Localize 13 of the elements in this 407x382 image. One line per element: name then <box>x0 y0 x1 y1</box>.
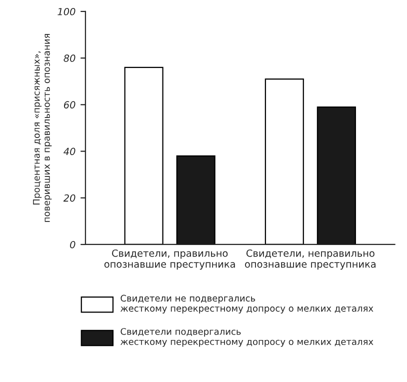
y-tick-label: 60 <box>64 101 76 108</box>
y-tick-label: 40 <box>64 148 76 156</box>
legend-label: Свидетели не подвергались жесткому перекрестному допросу о мелких деталях <box>120 294 374 314</box>
y-tick-label: 20 <box>63 194 76 202</box>
y-tick-label: 0 <box>70 240 76 248</box>
legend-label: Свидетели подвергались жесткому перекрестному допросу о мелких деталях <box>120 328 374 347</box>
x-tick-label: Свидетели, правильно опознавшие преступника <box>104 250 235 270</box>
bar <box>264 78 304 244</box>
x-tick-label: Свидетели, неправильно опознавшие преступника <box>245 250 376 270</box>
y-tick-label: 100 <box>58 8 76 16</box>
y-tick-label: 80 <box>64 54 76 62</box>
bar <box>124 66 164 244</box>
y-axis-title: Процентная доля «присяжных», поверивших в правильность опознания <box>33 34 52 222</box>
